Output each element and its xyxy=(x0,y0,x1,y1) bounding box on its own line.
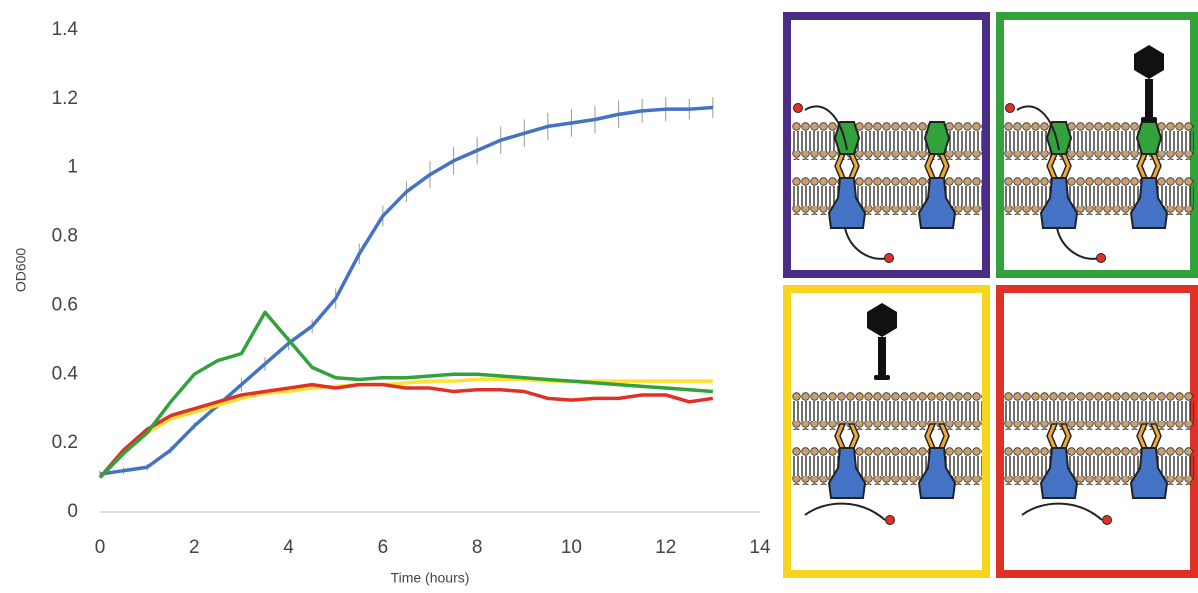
x-tick-label: 6 xyxy=(378,537,389,558)
y-tick-label: 0.8 xyxy=(52,226,78,247)
y-tick-label: 1.2 xyxy=(52,88,78,109)
y-tick-label: 1 xyxy=(67,157,78,178)
x-tick-label: 12 xyxy=(655,537,676,558)
y-tick-label: 0.2 xyxy=(52,432,78,453)
x-axis-label: Time (hours) xyxy=(391,570,470,586)
panel-green xyxy=(996,12,1198,278)
panel-purple xyxy=(783,12,990,278)
panel-yellow xyxy=(783,285,990,578)
y-tick-label: 0 xyxy=(67,501,78,522)
x-tick-label: 8 xyxy=(472,537,483,558)
x-tick-label: 0 xyxy=(95,537,106,558)
y-tick-label: 1.4 xyxy=(52,19,79,40)
data-line xyxy=(99,105,713,476)
y-tick-label: 0.4 xyxy=(52,363,79,384)
y-tick-label: 0.6 xyxy=(52,294,78,315)
data-line xyxy=(98,310,713,479)
data-line xyxy=(98,377,713,479)
x-tick-label: 4 xyxy=(283,537,294,558)
x-tick-label: 2 xyxy=(189,537,200,558)
x-tick-label: 10 xyxy=(561,537,582,558)
data-line xyxy=(98,382,714,479)
panel-red xyxy=(996,285,1198,578)
y-axis-label: OD600 xyxy=(13,248,29,293)
x-tick-label: 14 xyxy=(749,537,771,558)
